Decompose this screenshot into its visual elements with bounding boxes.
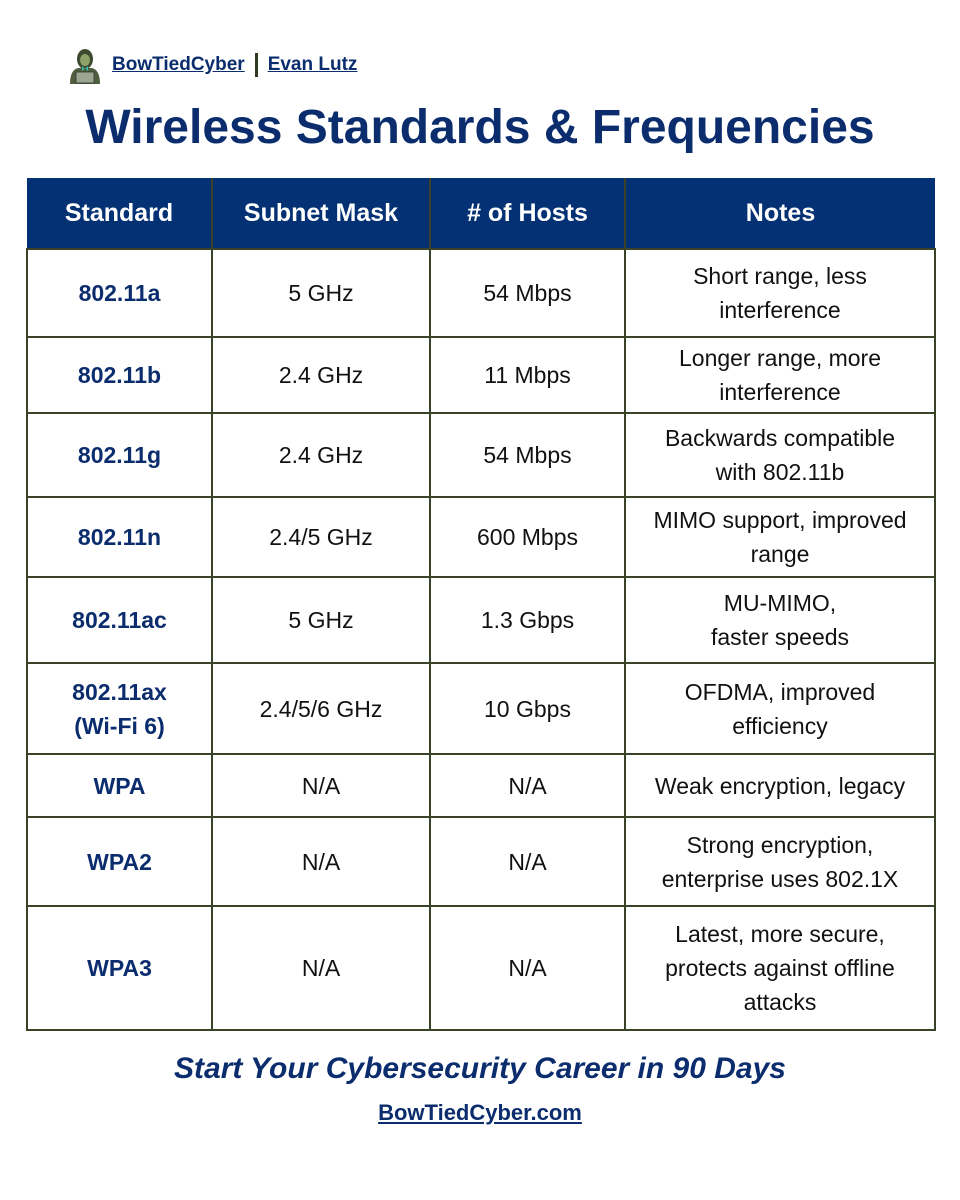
speed-cell: N/A: [429, 753, 626, 818]
frequency-cell: 2.4 GHz: [211, 412, 431, 498]
table-row: 802.11ac 5 GHz 1.3 Gbps MU-MIMO, faster spe…: [26, 576, 936, 664]
standard-cell: 802.11n: [26, 496, 213, 578]
frequency-cell: 2.4 GHz: [211, 336, 431, 414]
table-row: WPA2 N/A N/A Strong encryption, enterprise …: [26, 816, 936, 907]
notes-cell: MIMO support, improved range: [624, 496, 936, 578]
speed-cell: N/A: [429, 905, 626, 1031]
table-row: 802.11ax (Wi-Fi 6) 2.4/5/6 GHz 10 Gbps OFDM…: [26, 662, 936, 755]
column-header: Standard: [27, 178, 212, 250]
speed-cell: 54 Mbps: [429, 412, 626, 498]
hooded-figure-laptop-icon: [70, 49, 100, 84]
standards-table: Standard Subnet Mask # of Hosts Notes 80…: [26, 178, 936, 1031]
divider: [254, 53, 258, 77]
tagline: Start Your Cybersecurity Career in 90 Da…: [174, 1052, 786, 1085]
frequency-cell: 2.4/5 GHz: [211, 496, 431, 578]
standard-cell: 802.11b: [26, 336, 213, 414]
notes-cell: Longer range, more interference: [624, 336, 936, 414]
speed-cell: 11 Mbps: [429, 336, 626, 414]
author-link[interactable]: Evan Lutz: [267, 54, 358, 75]
speed-cell: 1.3 Gbps: [429, 576, 626, 664]
notes-cell: Latest, more secure, protects against of…: [624, 905, 936, 1031]
column-header: Subnet Mask: [211, 178, 430, 250]
standard-cell: 802.11ax (Wi-Fi 6): [26, 662, 213, 755]
table-row: 802.11a 5 GHz 54 Mbps Short range, less int…: [26, 248, 936, 338]
table-row: 802.11b 2.4 GHz 11 Mbps Longer range, more …: [26, 336, 936, 414]
website-link[interactable]: BowTiedCyber.com: [378, 1100, 582, 1125]
speed-cell: 600 Mbps: [429, 496, 626, 578]
page-title: Wireless Standards & Frequencies: [85, 101, 875, 154]
frequency-cell: 2.4/5/6 GHz: [211, 662, 431, 755]
table-row: WPA N/A N/A Weak encryption, legacy: [26, 753, 936, 818]
standard-cell: 802.11g: [26, 412, 213, 498]
standard-cell: WPA: [26, 753, 213, 818]
standard-cell: WPA2: [26, 816, 213, 907]
notes-cell: MU-MIMO, faster speeds: [624, 576, 936, 664]
table-row: WPA3 N/A N/A Latest, more secure, protects …: [26, 905, 936, 1031]
speed-cell: N/A: [429, 816, 626, 907]
notes-cell: Short range, less interference: [624, 248, 936, 338]
frequency-cell: N/A: [211, 816, 431, 907]
notes-cell: OFDMA, improved efficiency: [624, 662, 936, 755]
speed-cell: 10 Gbps: [429, 662, 626, 755]
notes-cell: Backwards compatible with 802.11b: [624, 412, 936, 498]
frequency-cell: 5 GHz: [211, 576, 431, 664]
standard-cell: 802.11ac: [26, 576, 213, 664]
notes-cell: Weak encryption, legacy: [624, 753, 936, 818]
frequency-cell: 5 GHz: [211, 248, 431, 338]
column-header: # of Hosts: [429, 178, 625, 250]
brand-header: BowTiedCyber Evan Lutz: [66, 46, 357, 84]
notes-cell: Strong encryption, enterprise uses 802.1…: [624, 816, 936, 907]
standard-cell: WPA3: [26, 905, 213, 1031]
column-header: Notes: [624, 178, 935, 250]
speed-cell: 54 Mbps: [429, 248, 626, 338]
table-row: 802.11g 2.4 GHz 54 Mbps Backwards compatibl…: [26, 412, 936, 498]
frequency-cell: N/A: [211, 905, 431, 1031]
table-row: 802.11n 2.4/5 GHz 600 Mbps MIMO support, im…: [26, 496, 936, 578]
brand-link[interactable]: BowTiedCyber: [112, 54, 245, 75]
table-header-row: Standard Subnet Mask # of Hosts Notes: [27, 178, 935, 250]
frequency-cell: N/A: [211, 753, 431, 818]
standard-cell: 802.11a: [26, 248, 213, 338]
